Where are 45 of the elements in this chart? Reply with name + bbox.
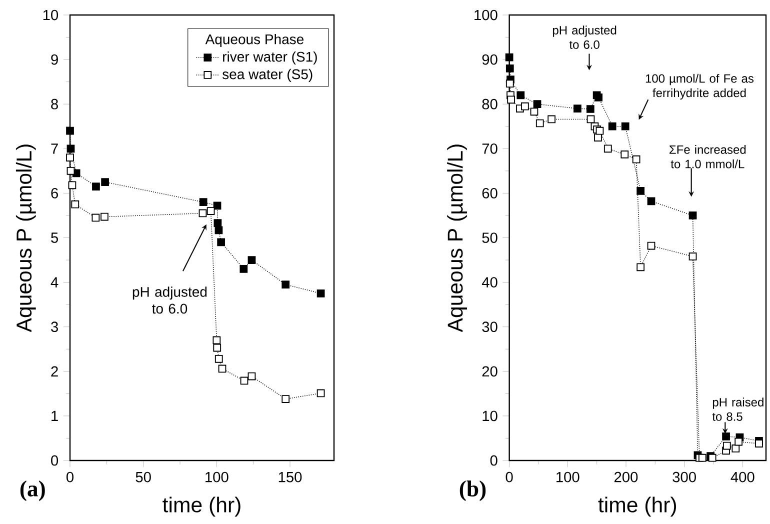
y-tick-label: 2 — [51, 366, 58, 377]
y-tick-label: 60 — [482, 188, 498, 198]
annotation: pH adjusted to 6.0 — [132, 286, 207, 314]
x-tick-label: 150 — [278, 472, 302, 482]
y-tick-label: 40 — [482, 277, 498, 288]
y-tick-label: 6 — [51, 188, 58, 198]
y-tick-label: 0 — [490, 455, 498, 466]
y-tick-label: 90 — [482, 54, 498, 65]
y-axis-title: Aqueous P (µmol/L) — [16, 144, 36, 332]
y-tick-label: 1 — [52, 410, 58, 421]
annotation: pH raised to 8.5 — [712, 398, 764, 421]
legend-label: river water (S1) — [223, 51, 317, 64]
y-tick-label: 10 — [43, 10, 58, 20]
y-axis-title: Aqueous P (µmol/L) — [447, 144, 467, 332]
x-tick-label: 100 — [206, 472, 228, 482]
annotation: pH adjusted to 6.0 — [552, 26, 616, 49]
y-tick-label: 4 — [50, 277, 58, 288]
y-tick-label: 100 — [474, 10, 498, 20]
y-tick-label: 70 — [482, 143, 498, 154]
y-tick-label: 5 — [51, 232, 58, 243]
x-tick-label: 100 — [556, 472, 580, 482]
legend-label: sea water (S5) — [222, 68, 312, 82]
y-tick-label: 80 — [482, 98, 498, 110]
x-axis-title: time (hr) — [162, 496, 240, 517]
y-tick-label: 9 — [51, 54, 58, 65]
y-tick-label: 30 — [482, 322, 498, 332]
y-tick-label: 10 — [482, 410, 498, 422]
y-tick-label: 0 — [51, 455, 58, 466]
x-tick-label: 50 — [136, 472, 151, 482]
y-tick-label: 7 — [51, 144, 58, 154]
y-tick-label: 20 — [482, 366, 498, 377]
annotation: 100 µmol/L of Fe as ferrihydrite added — [646, 74, 754, 100]
annotation: ΣFe increased to 1.0 mmol/L — [670, 145, 746, 168]
x-tick-label: 0 — [506, 472, 513, 482]
x-tick-label: 0 — [66, 472, 74, 482]
y-tick-label: 8 — [51, 98, 58, 110]
x-tick-label: 300 — [672, 472, 696, 482]
y-tick-label: 50 — [482, 232, 498, 243]
text: (b) — [460, 480, 486, 502]
text: (a) — [20, 480, 45, 502]
x-tick-label: 400 — [730, 472, 754, 482]
y-tick-label: 3 — [51, 322, 58, 332]
x-tick-label: 200 — [614, 472, 638, 482]
x-axis-title: time (hr) — [598, 496, 676, 517]
legend-title: Aqueous Phase — [205, 34, 304, 48]
